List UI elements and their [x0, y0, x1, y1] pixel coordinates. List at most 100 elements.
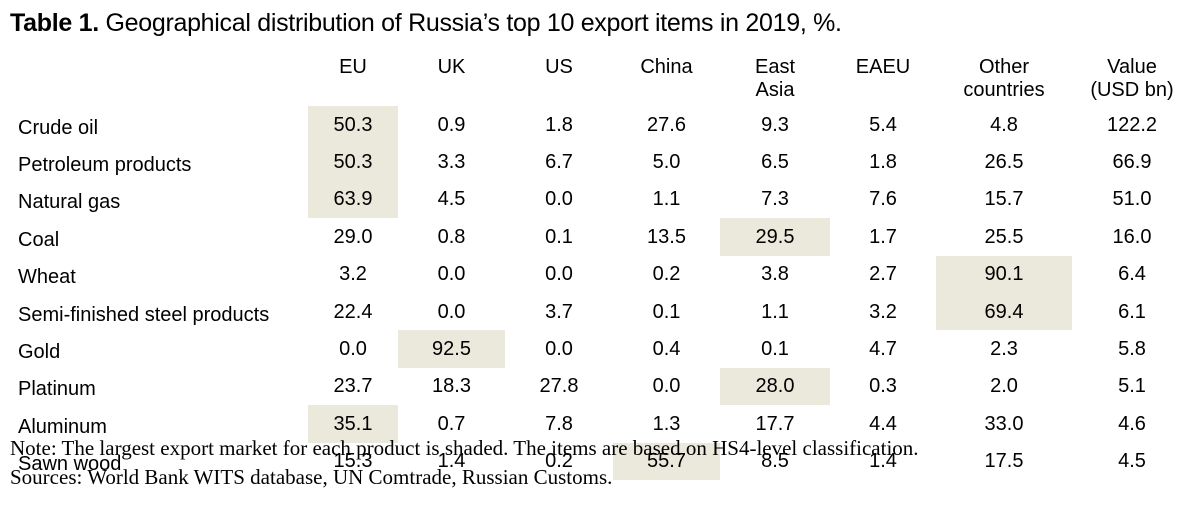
value-cell: 26.5: [984, 151, 1024, 174]
value-cell: 122.2: [1106, 113, 1158, 136]
table-row: Natural gas 63.9 4.5 0.0 1.1 7.3 7.6 15.7 51.0: [10, 180, 1192, 219]
value-cell: 7.6: [869, 188, 897, 211]
shaded-value-cell: 92.5: [398, 330, 505, 368]
row-label: Platinum: [18, 378, 96, 401]
note-text: Note: The largest export market for each…: [10, 436, 919, 460]
value-cell: 5.8: [1118, 338, 1146, 361]
value-cell: 25.5: [984, 225, 1024, 248]
value-cell: 5.1: [1118, 375, 1146, 398]
value-cell: 4.5: [437, 188, 466, 211]
value-cell: 3.2: [869, 300, 897, 323]
value-cell: 4.6: [1118, 412, 1146, 435]
value-cell: 0.4: [652, 338, 681, 361]
row-label: Semi-finished steel products: [18, 303, 270, 326]
table-title-label: Table 1.: [10, 9, 99, 37]
table-row: Semi-finished steel products 22.4 0.0 3.7 0.…: [10, 292, 1192, 331]
value-cell: 0.2: [545, 450, 573, 473]
column-header: Value (USD bn): [1090, 56, 1174, 101]
value-cell: 51.0: [1112, 188, 1152, 211]
value-cell: 66.9: [1112, 151, 1152, 174]
row-label: Aluminum: [18, 415, 107, 438]
value-cell: 18.3: [432, 375, 471, 398]
value-cell: 0.0: [545, 263, 573, 286]
value-cell: 1.7: [869, 225, 897, 248]
value-cell: 1.4: [869, 450, 897, 473]
column-header: EU: [339, 56, 367, 78]
value-cell: 2.0: [990, 375, 1018, 398]
row-label: Crude oil: [18, 116, 99, 139]
value-cell: 1.1: [761, 300, 789, 323]
value-cell: 0.3: [869, 375, 897, 398]
row-label: Petroleum products: [18, 154, 192, 177]
table-row: Aluminum 35.1 0.7 7.8 1.3 17.7 4.4 33.0 4.6: [10, 405, 1192, 443]
row-label: Wheat: [18, 266, 76, 289]
value-cell: 3.7: [545, 300, 573, 323]
value-cell: 4.5: [1118, 450, 1146, 473]
value-cell: 0.0: [339, 338, 367, 361]
shaded-value-cell: 35.1: [308, 405, 398, 443]
value-cell: 1.8: [869, 151, 897, 174]
value-cell: 1.8: [545, 113, 573, 136]
value-cell: 15.3: [333, 450, 373, 473]
shaded-value-cell: 50.3: [308, 143, 398, 181]
value-cell: 0.1: [652, 300, 681, 323]
value-cell: 0.0: [437, 300, 466, 323]
table-row: Sawn wood 15.3 1.4 0.2 55.7 8.5 1.4 17.5 4.5: [10, 442, 1192, 480]
value-cell: 27.8: [539, 375, 579, 398]
value-cell: 0.0: [545, 338, 573, 361]
value-cell: 29.0: [333, 225, 373, 248]
value-cell: 6.1: [1118, 300, 1146, 323]
value-cell: 0.8: [437, 225, 466, 248]
value-cell: 0.2: [652, 263, 681, 286]
shaded-value-cell: 50.3: [308, 106, 398, 144]
value-cell: 0.0: [437, 263, 466, 286]
value-cell: 9.3: [761, 113, 789, 136]
value-cell: 23.7: [333, 375, 373, 398]
value-cell: 4.8: [990, 113, 1018, 136]
value-cell: 13.5: [647, 225, 686, 248]
value-cell: 5.0: [652, 151, 681, 174]
value-cell: 16.0: [1112, 225, 1152, 248]
row-label: Natural gas: [18, 191, 121, 214]
value-cell: 2.3: [990, 338, 1018, 361]
value-cell: 22.4: [333, 300, 373, 323]
sources-text: Sources: World Bank WITS database, UN Co…: [10, 465, 613, 489]
value-cell: 5.4: [869, 113, 897, 136]
value-cell: 6.5: [761, 151, 789, 174]
column-header: EAEU: [855, 56, 911, 78]
value-cell: 3.3: [437, 151, 466, 174]
column-header: US: [545, 56, 573, 78]
table-title-text: Geographical distribution of Russia’s to…: [98, 9, 842, 37]
table-row: Platinum 23.7 18.3 27.8 0.0 28.0 0.3 2.0 5.1: [10, 367, 1192, 406]
table-row: Petroleum products 50.3 3.3 6.7 5.0 6.5 1.8 26.…: [10, 143, 1192, 181]
value-cell: 0.7: [437, 412, 466, 435]
value-cell: 8.5: [761, 450, 789, 473]
table-row: Gold 0.0 92.5 0.0 0.4 0.1 4.7 2.3 5.8: [10, 330, 1192, 368]
value-cell: 3.8: [761, 263, 789, 286]
table-row: Crude oil 50.3 0.9 1.8 27.6 9.3 5.4 4.8 122.2: [10, 106, 1192, 144]
value-cell: 0.0: [545, 188, 573, 211]
column-header: East Asia: [754, 56, 796, 101]
shaded-value-cell: 69.4: [936, 292, 1072, 331]
value-cell: 4.7: [869, 338, 897, 361]
table-title: Table 1. Geographical distribution of Ru…: [10, 6, 842, 40]
value-cell: 1.4: [437, 450, 466, 473]
value-cell: 7.8: [545, 412, 573, 435]
shaded-value-cell: 90.1: [936, 255, 1072, 293]
table-row: Wheat 3.2 0.0 0.0 0.2 3.8 2.7 90.1 6.4: [10, 255, 1192, 293]
value-cell: 0.1: [545, 225, 573, 248]
table-body: Crude oil 50.3 0.9 1.8 27.6 9.3 5.4 4.8 122.2 Pet…: [10, 106, 1192, 480]
column-header: UK: [437, 56, 466, 78]
value-cell: 0.0: [652, 375, 681, 398]
value-cell: 3.2: [339, 263, 367, 286]
shaded-value-cell: 55.7: [613, 442, 720, 480]
shaded-value-cell: 29.5: [720, 218, 830, 256]
row-label: Gold: [18, 341, 61, 364]
table-row: Coal 29.0 0.8 0.1 13.5 29.5 1.7 25.5 16.0: [10, 218, 1192, 256]
value-cell: 2.7: [869, 263, 897, 286]
table-notes: Note: The largest export market for each…: [10, 434, 919, 492]
header-row: EU UK US China East Asia EAEU Other countr…: [10, 54, 1192, 106]
value-cell: 1.1: [652, 188, 681, 211]
column-header: Other countries: [963, 56, 1045, 101]
value-cell: 6.7: [545, 151, 573, 174]
